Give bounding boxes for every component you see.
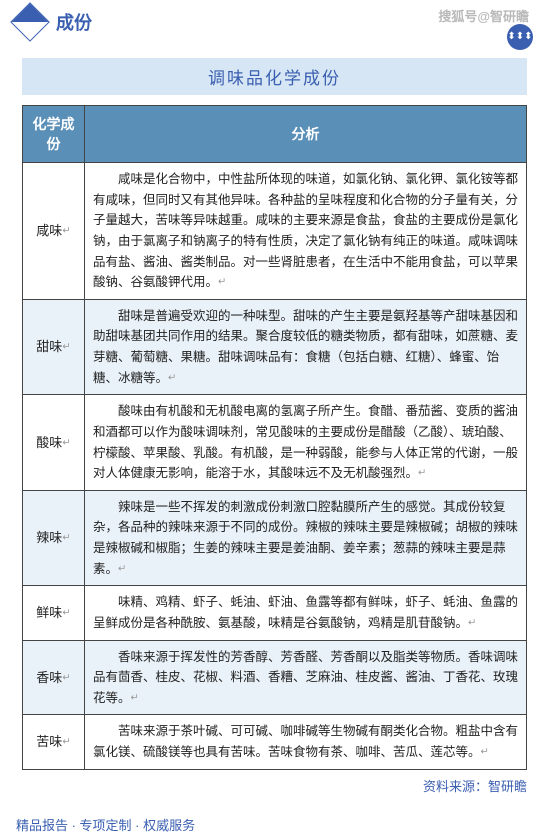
row-analysis-cell: 酸味由有机酸和无机酸电离的氢离子所产生。食醋、番茄酱、变质的酱油和酒都可以作为酸… [85, 395, 527, 491]
row-name-cell: 酸味↵ [23, 395, 85, 491]
diamond-icon [10, 2, 50, 42]
table-row: 咸味↵咸味是化合物中，中性盐所体现的味道，如氯化钠、氯化钾、氯化铵等都有咸味，但… [23, 163, 527, 300]
brand-logo-icon: ⬍⬍⬍ [507, 24, 533, 50]
table-row: 酸味↵酸味由有机酸和无机酸电离的氢离子所产生。食醋、番茄酱、变质的酱油和酒都可以… [23, 395, 527, 491]
row-analysis-cell: 咸味是化合物中，中性盐所体现的味道，如氯化钠、氯化钾、氯化铵等都有咸味，但同时又… [85, 163, 527, 300]
title-bar: 调味品化学成份 [22, 58, 527, 95]
header-label: 成份 [56, 9, 92, 35]
table-row: 鲜味↵味精、鸡精、虾子、蚝油、虾油、鱼露等都有鲜味，虾子、蚝油、鱼露的呈鲜成份是… [23, 586, 527, 640]
table-header-row: 化学成份 分析 [23, 106, 527, 163]
table-row: 甜味↵甜味是普遍受欢迎的一种味型。甜味的产生主要是氨羟基等产甜味基因和助甜味基团… [23, 299, 527, 395]
col-header-analysis: 分析 [85, 106, 527, 163]
row-analysis-cell: 甜味是普遍受欢迎的一种味型。甜味的产生主要是氨羟基等产甜味基因和助甜味基团共同作… [85, 299, 527, 395]
row-name-cell: 鲜味↵ [23, 586, 85, 640]
row-name-cell: 香味↵ [23, 640, 85, 715]
logo-inner-icon: ⬍⬍⬍ [507, 32, 532, 42]
row-name-cell: 咸味↵ [23, 163, 85, 300]
footer-links: 精品报告 · 专项定制 · 权威服务 [16, 815, 195, 834]
row-analysis-cell: 辣味是一些不挥发的刺激成份刺激口腔黏膜所产生的感觉。其成份较复杂，各品种的辣味来… [85, 490, 527, 586]
composition-table: 化学成份 分析 咸味↵咸味是化合物中，中性盐所体现的味道，如氯化钠、氯化钾、氯化… [22, 105, 527, 770]
table-row: 香味↵香味来源于挥发性的芳香醇、芳香醛、芳香酮以及脂类等物质。香味调味品有茴香、… [23, 640, 527, 715]
table-row: 苦味↵苦味来源于茶叶碱、可可碱、咖啡碱等生物碱有酮类化合物。粗盐中含有氯化镁、硫… [23, 715, 527, 769]
row-name-cell: 辣味↵ [23, 490, 85, 586]
row-name-cell: 甜味↵ [23, 299, 85, 395]
row-name-cell: 苦味↵ [23, 715, 85, 769]
source-line: 资料来源：智研瞻 [0, 776, 527, 795]
row-analysis-cell: 苦味来源于茶叶碱、可可碱、咖啡碱等生物碱有酮类化合物。粗盐中含有氯化镁、硫酸镁等… [85, 715, 527, 769]
table-row: 辣味↵辣味是一些不挥发的刺激成份刺激口腔黏膜所产生的感觉。其成份较复杂，各品种的… [23, 490, 527, 586]
row-analysis-cell: 味精、鸡精、虾子、蚝油、虾油、鱼露等都有鲜味，虾子、蚝油、鱼露的呈鲜成份是各种酰… [85, 586, 527, 640]
watermark-text: 搜狐号@智研瞻 [438, 6, 529, 25]
row-analysis-cell: 香味来源于挥发性的芳香醇、芳香醛、芳香酮以及脂类等物质。香味调味品有茴香、桂皮、… [85, 640, 527, 715]
col-header-name: 化学成份 [23, 106, 85, 163]
